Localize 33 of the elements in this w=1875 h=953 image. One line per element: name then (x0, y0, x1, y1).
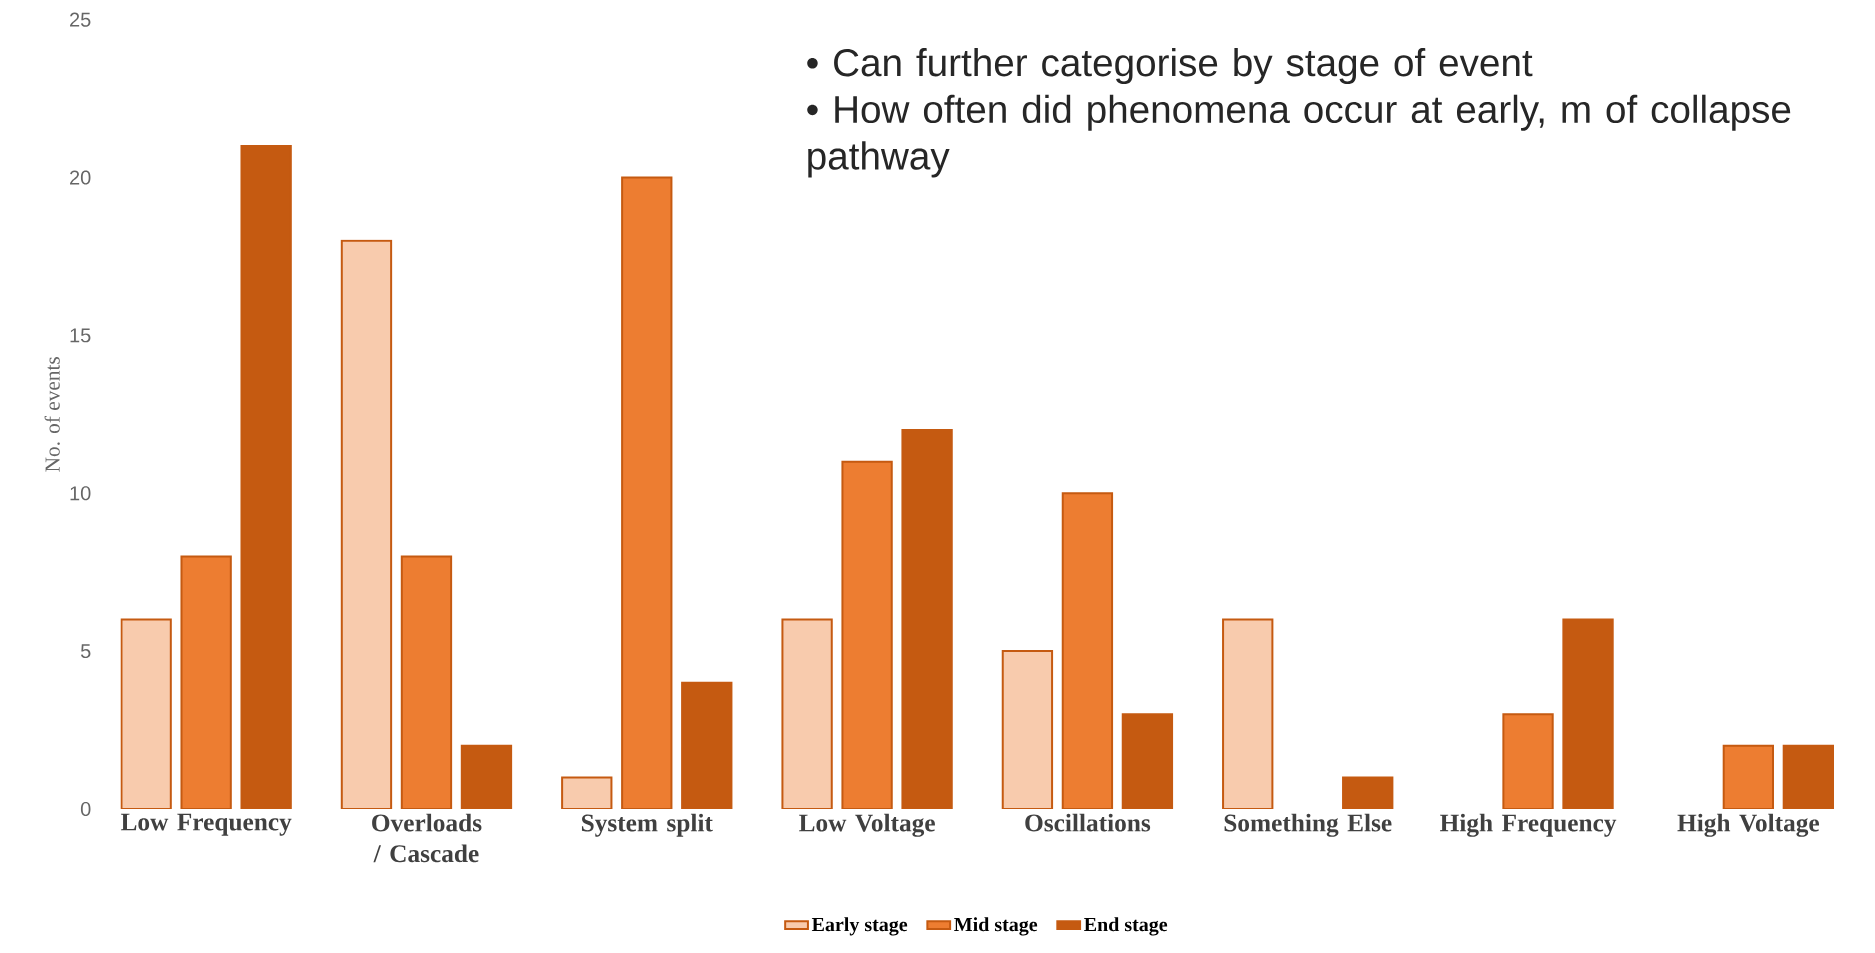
bar (1062, 493, 1113, 809)
bar (622, 177, 672, 809)
x-tick-label: High Voltage (1677, 813, 1820, 837)
legend-label: Early stage (811, 917, 908, 936)
bar (1502, 713, 1554, 809)
bar (782, 619, 832, 809)
bar (842, 461, 892, 809)
annotation: • Can further categorise by stage of event (807, 48, 1533, 85)
legend-label: Mid stage (954, 917, 1038, 936)
bar (401, 556, 452, 809)
y-tick-label: 20 (70, 170, 91, 185)
y-tick-label: 0 (80, 801, 91, 817)
legend-label: End stage (1084, 917, 1168, 936)
y-tick-label: 5 (80, 644, 91, 659)
bar (1002, 651, 1053, 809)
y-tick-label: 15 (70, 328, 91, 343)
x-tick-label: Low Frequency (120, 813, 292, 836)
bar (121, 619, 171, 809)
y-tick-label: 10 (70, 486, 91, 501)
x-tick-label: Overloads / Cascade (372, 813, 482, 863)
x-tick-label: Something Else (1224, 813, 1392, 837)
x-tick-label: Low Voltage (799, 813, 935, 837)
bar (1222, 618, 1274, 809)
bar (1722, 744, 1775, 809)
y-tick-label: 25 (70, 12, 91, 27)
annotation: • How often did phenomena occur at early, m of collapse pathway (807, 94, 1791, 178)
x-tick-label: System split (581, 813, 713, 837)
bar (341, 240, 392, 809)
y-axis-title: No. of events (44, 357, 60, 472)
x-tick-label: High Frequency (1440, 813, 1617, 837)
bar (562, 777, 612, 809)
x-tick-label: Oscillations (1025, 813, 1151, 832)
bar (181, 556, 231, 809)
